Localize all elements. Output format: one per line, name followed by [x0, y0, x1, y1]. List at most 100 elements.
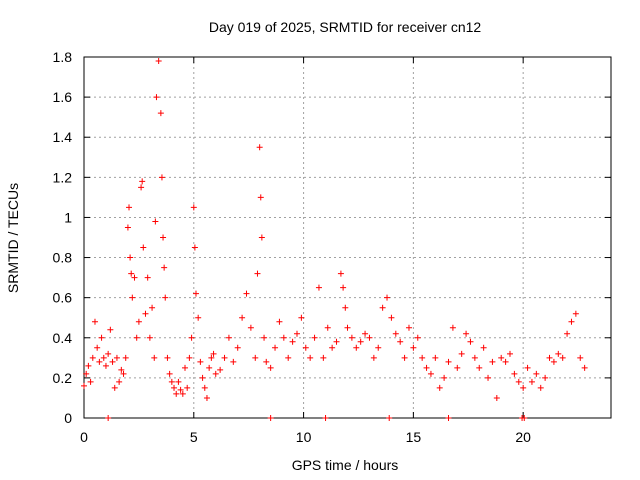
data-point: [329, 344, 336, 351]
data-point: [521, 415, 528, 421]
data-point: [212, 370, 219, 377]
data-point: [388, 314, 395, 321]
data-point: [102, 362, 109, 369]
x-tick-label: 20: [515, 429, 531, 445]
data-point: [293, 330, 300, 337]
data-point: [173, 390, 180, 397]
data-point: [524, 364, 531, 371]
data-point: [427, 370, 434, 377]
data-point: [410, 344, 417, 351]
data-point: [458, 350, 465, 357]
data-point: [191, 244, 198, 251]
y-tick-label: 1.4: [53, 129, 73, 145]
data-point: [96, 358, 103, 365]
data-point: [397, 338, 404, 345]
data-point: [414, 334, 421, 341]
data-point: [118, 366, 125, 373]
data-point: [528, 378, 535, 385]
data-point: [94, 344, 101, 351]
data-point: [401, 354, 408, 361]
data-point: [445, 415, 452, 421]
data-point: [392, 330, 399, 337]
data-point: [493, 394, 500, 401]
data-point: [87, 378, 94, 385]
data-point: [533, 370, 540, 377]
data-point: [105, 350, 112, 357]
data-point: [168, 378, 175, 385]
data-point: [267, 364, 274, 371]
data-point: [441, 374, 448, 381]
data-point: [113, 354, 120, 361]
data-point: [131, 274, 138, 281]
data-point: [520, 384, 527, 391]
data-point: [107, 326, 114, 333]
data-point: [298, 314, 305, 321]
data-point: [379, 304, 386, 311]
data-point: [129, 294, 136, 301]
data-point: [164, 354, 171, 361]
data-point: [217, 366, 224, 373]
data-point: [243, 290, 250, 297]
data-point: [91, 318, 98, 325]
data-point: [463, 330, 470, 337]
data-point: [302, 344, 309, 351]
data-point: [127, 254, 134, 261]
data-point: [366, 334, 373, 341]
data-point: [362, 330, 369, 337]
data-point: [160, 234, 167, 241]
data-point: [324, 324, 331, 331]
plot-frame: [83, 56, 612, 419]
data-point: [257, 194, 264, 201]
data-point: [166, 370, 173, 377]
data-point: [151, 354, 158, 361]
data-point: [116, 378, 123, 385]
data-point: [247, 324, 254, 331]
data-point: [149, 304, 156, 311]
y-tick-label: 1: [64, 209, 72, 225]
x-tick-label: 0: [80, 429, 88, 445]
data-point: [322, 415, 329, 421]
data-point: [190, 204, 197, 211]
data-point: [98, 334, 105, 341]
y-tick-label: 0.8: [53, 250, 73, 266]
data-point: [179, 390, 186, 397]
data-point: [252, 354, 259, 361]
y-tick-label: 0.6: [53, 290, 73, 306]
data-point: [485, 374, 492, 381]
data-point: [315, 284, 322, 291]
data-point: [357, 338, 364, 345]
data-point: [124, 224, 131, 231]
data-point: [572, 310, 579, 317]
data-point: [133, 334, 140, 341]
y-tick-label: 0.2: [53, 370, 73, 386]
data-point: [206, 364, 213, 371]
data-point: [506, 350, 513, 357]
data-point: [195, 314, 202, 321]
data-point: [184, 384, 191, 391]
data-point: [139, 178, 146, 185]
data-point: [384, 294, 391, 301]
data-point: [135, 318, 142, 325]
data-point: [203, 394, 210, 401]
data-point: [320, 354, 327, 361]
data-point: [175, 378, 182, 385]
data-point: [199, 374, 206, 381]
data-point: [489, 358, 496, 365]
data-point: [550, 358, 557, 365]
data-point: [515, 378, 522, 385]
data-point: [559, 354, 566, 361]
data-point: [162, 294, 169, 301]
data-point: [258, 234, 265, 241]
data-point: [153, 94, 160, 101]
data-point: [142, 310, 149, 317]
data-point: [342, 304, 349, 311]
data-point: [161, 264, 168, 271]
data-point: [581, 364, 588, 371]
data-point: [289, 338, 296, 345]
y-tick-label: 0: [64, 410, 72, 426]
x-tick-label: 5: [190, 429, 198, 445]
data-point: [261, 334, 268, 341]
data-point: [445, 358, 452, 365]
y-tick-label: 1.6: [53, 89, 73, 105]
data-point: [158, 174, 165, 181]
